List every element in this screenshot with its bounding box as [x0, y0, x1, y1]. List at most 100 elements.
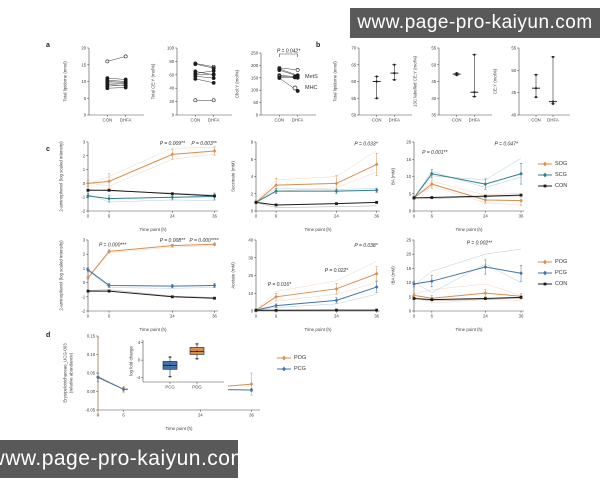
legend-marker-SOG	[538, 161, 552, 167]
x-tick-label: DHFA	[120, 118, 132, 123]
legend-label: CON	[555, 281, 568, 287]
y-axis-title: Total lipidome (nmol)	[63, 61, 68, 102]
x-tick-label: DHFA	[469, 118, 481, 123]
x-tick-label: 24	[334, 314, 339, 319]
y-tick-label: 8	[251, 140, 254, 145]
y-tick-label: -2	[81, 309, 85, 314]
y-axis-title: Total CE:Y (mol%)	[151, 63, 156, 99]
y-axis-title: IBA (mM)	[391, 266, 396, 285]
series-PCG	[412, 248, 523, 293]
b1-svg: 50 55 60 65 70 CON DHFA Total lipidome (nmol)	[333, 46, 412, 123]
b2-svg: 35 40 45 50 55 CON DHFA 13C labelled CE:Y (mol%…	[413, 46, 492, 123]
x-axis-title: Time point (h)	[305, 327, 332, 332]
p-value-annotation: P = 0.002**	[467, 240, 493, 246]
legend-item-POG: POG	[537, 258, 567, 266]
y-tick-label: 15	[81, 62, 86, 67]
significance-bracket	[279, 53, 298, 57]
y-tick-label: 40	[511, 113, 516, 118]
x-axis-title: Time point (h)	[456, 327, 483, 332]
p-value-annotation: P = 0.000****	[189, 238, 219, 244]
x-tick-label: 36	[519, 214, 524, 219]
legend-label: SCG	[555, 172, 567, 178]
y-tick-label: 20	[81, 46, 86, 51]
range-group	[532, 73, 540, 99]
x-tick-label: 0	[87, 314, 90, 319]
x-tick-label: 36	[249, 413, 254, 418]
watermark-top-right: www.page-pro-kaiyun.com	[350, 8, 600, 38]
legend-marker-POG	[538, 259, 552, 265]
series-PCG	[86, 267, 217, 289]
range-group	[390, 63, 399, 81]
legend-label: CON	[555, 183, 568, 189]
y-tick-label: 15	[406, 157, 411, 162]
x-tick-label: 0	[413, 214, 416, 219]
y-tick-label: 0	[138, 358, 141, 363]
series-CON	[86, 188, 216, 198]
x-axis-title: Time point (h)	[166, 426, 193, 431]
p-value-annotation: P = 0.009**	[160, 141, 186, 147]
y-tick-label: 20	[248, 273, 253, 278]
y-tick-label: 55	[351, 96, 356, 101]
x-tick-label: 24	[198, 413, 203, 418]
x-tick-label: CON	[531, 118, 541, 123]
y-tick-label: 0	[83, 280, 86, 285]
chart-ba: 0 5 10 15 20 0 6 24 36 Time point (h) BA (mM) P = 0…	[390, 133, 532, 233]
y-tick-label: 2	[251, 191, 254, 196]
y-axis-title: Chol:Y (mol%)	[235, 69, 240, 98]
x-tick-label: CON	[103, 118, 113, 123]
y-tick-label: 20	[169, 99, 174, 104]
y-tick-label: -1	[81, 195, 85, 200]
legend-label: POG	[294, 355, 307, 361]
legend-item-POG: POG	[276, 354, 306, 362]
x-tick-label: 6	[108, 314, 111, 319]
legend-mets-mhc: MetS MHC	[287, 73, 318, 95]
y-tick-label: 45	[431, 79, 436, 84]
c3-svg: 0 5 10 15 20 0 6 24 36 Time point (h) BA (mM) P = 0…	[391, 140, 525, 233]
legend-item-SOG: SOG	[537, 160, 567, 168]
y-tick-label: 5	[84, 96, 87, 101]
x-tick-label: 24	[483, 314, 488, 319]
y-tick-label: 15	[406, 266, 411, 271]
series-SCG	[254, 187, 379, 205]
x-tick-label: 6	[431, 314, 434, 319]
y-tick-label: 0	[83, 181, 86, 186]
y-tick-label: 0	[409, 209, 412, 214]
p-value-annotation: P = 0.008**	[160, 238, 186, 244]
y-tick-label: 10	[406, 174, 411, 179]
y-tick-label: 10	[248, 291, 253, 296]
y-tick-label: 0.00	[87, 389, 96, 394]
chart-total-cey-paired: 0 20 40 60 80 100 CON DHFA Total CE:Y (mol%)	[150, 40, 238, 137]
y-tick-label: 0	[251, 209, 254, 214]
y-tick-label: 3	[83, 238, 86, 243]
y-tick-label: -4	[136, 375, 140, 380]
y-tick-label: 70	[351, 46, 356, 51]
y-tick-label: 5	[409, 191, 412, 196]
y-tick-label: 55	[431, 46, 436, 51]
x-tick-label: 6	[108, 214, 111, 219]
y-tick-label: 150	[251, 75, 259, 80]
y-tick-label: 10	[406, 280, 411, 285]
y-tick-label: 1	[83, 167, 86, 172]
y-axis-title: Total lipidome (nmol)	[333, 61, 338, 102]
x-tick-label: 0	[255, 214, 258, 219]
y-tick-label: 50	[511, 68, 516, 73]
x-tick-label: CON	[275, 118, 285, 123]
legend-pog-pcg-con: POG PCG CON	[537, 258, 567, 291]
y-tick-label: 2	[83, 252, 86, 257]
p-value-annotation: P = 0.022*	[325, 268, 349, 274]
y-axis-title: 13C labelled CE:Y (mol%)	[413, 56, 418, 107]
legend-item-PCG: PCG	[537, 269, 567, 277]
y-tick-label: 3	[83, 140, 86, 145]
x-tick-label: POG	[192, 385, 202, 390]
y-tick-label: 50	[351, 113, 356, 118]
p-value-annotation: P = 0.042*	[277, 49, 301, 55]
x-axis-title: Time point (h)	[456, 227, 483, 232]
y-tick-label: 5	[409, 294, 412, 299]
legend-pog-pcg: POG PCG	[276, 354, 306, 376]
series-CON	[412, 295, 523, 302]
x-tick-label: DHFA	[292, 118, 304, 123]
p-value-annotation: P = 0.001**	[422, 150, 448, 156]
chart-succinate: 0 2 4 6 8 0 6 24 36 Time point (h) Succinate (mM) P…	[230, 133, 390, 233]
b3-svg: 40 45 50 55 CON DHFA CE:Y (mol%)	[493, 46, 570, 123]
x-axis-title: Time point (h)	[305, 227, 332, 232]
